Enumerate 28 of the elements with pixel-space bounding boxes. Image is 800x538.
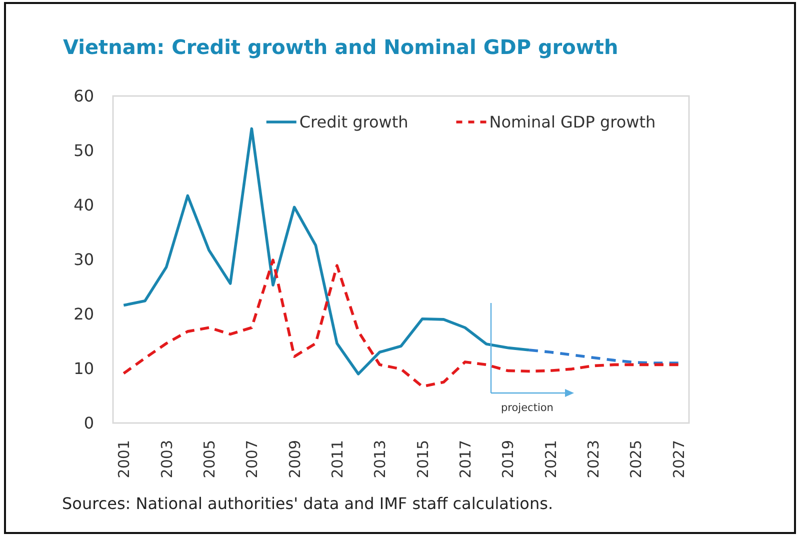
x-tick-label: 2019 xyxy=(499,440,518,478)
chart-title: Vietnam: Credit growth and Nominal GDP growth xyxy=(63,35,618,59)
source-note: Sources: National authorities' data and IMF staff calculations. xyxy=(62,494,554,513)
y-tick-label: 40 xyxy=(74,196,94,215)
x-tick-label: 2025 xyxy=(627,440,646,478)
x-tick-label: 2005 xyxy=(200,440,218,478)
annotation: projection xyxy=(501,402,554,414)
y-tick-label: 0 xyxy=(84,414,94,433)
x-tick-label: 2009 xyxy=(286,440,304,478)
y-tick-label: 50 xyxy=(74,141,94,160)
line-series xyxy=(122,258,680,388)
x-tick-label: 2001 xyxy=(115,440,134,478)
legend-label: Nominal GDP growth xyxy=(489,112,656,132)
x-tick-label: 2013 xyxy=(371,440,390,478)
x-tick-label: 2015 xyxy=(414,440,432,478)
y-tick-label: 60 xyxy=(74,86,94,106)
x-tick-label: 2011 xyxy=(328,440,346,478)
y-tick-label: 20 xyxy=(74,304,94,324)
y-tick-label: 30 xyxy=(74,250,94,270)
legend-label: Credit growth xyxy=(299,112,408,132)
x-tick-label: 2023 xyxy=(584,440,602,478)
x-tick-label: 2007 xyxy=(243,440,262,478)
x-tick-label: 2017 xyxy=(456,440,474,478)
x-tick-label: 2021 xyxy=(542,440,560,478)
x-tick-label: 2003 xyxy=(158,440,176,478)
x-tick-label: 2027 xyxy=(670,440,688,478)
line-series xyxy=(528,348,680,364)
y-tick-label: 10 xyxy=(74,359,94,378)
